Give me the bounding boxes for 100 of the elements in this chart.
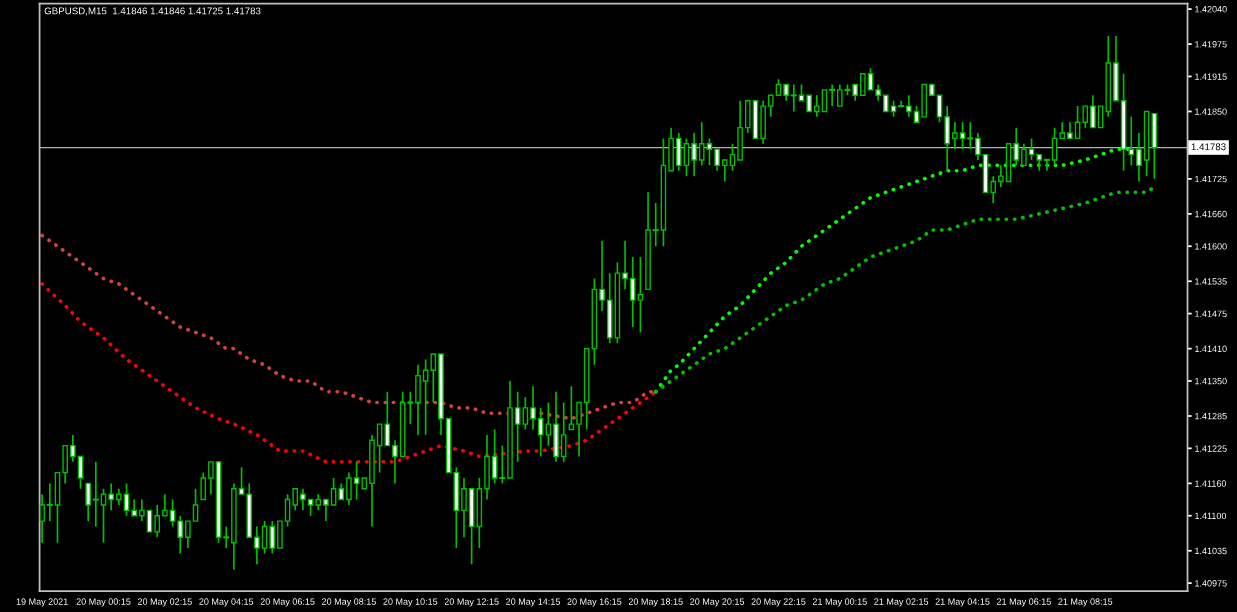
- candlestick: [108, 482, 114, 512]
- y-tick-label: 1.41915: [1195, 73, 1227, 80]
- candlestick: [568, 385, 575, 431]
- candlestick: [906, 94, 912, 118]
- candlestick: [162, 493, 168, 517]
- y-tick-label: 1.41660: [1195, 210, 1227, 218]
- candlestick: [767, 94, 774, 118]
- candlestick: [384, 390, 391, 447]
- candlestick: [200, 471, 207, 501]
- y-tick-label: 1.40975: [1195, 580, 1227, 587]
- candlestick: [300, 487, 306, 512]
- candlestick: [599, 240, 605, 312]
- y-tick-label: 1.41100: [1195, 512, 1227, 520]
- ref-line-label: 1.41783: [1191, 143, 1226, 151]
- candlestick: [353, 460, 360, 501]
- candlestick: [629, 256, 636, 328]
- candlestick: [537, 407, 544, 458]
- candlestick: [959, 121, 966, 151]
- candlestick: [1013, 126, 1020, 167]
- candlestick: [1136, 132, 1142, 183]
- candlestick: [223, 525, 230, 549]
- candlestick: [1090, 94, 1096, 129]
- y-tick-label: 1.41160: [1195, 480, 1227, 487]
- x-tick-label: 20 May 18:15: [628, 598, 683, 607]
- x-tick-label: 20 May 16:15: [567, 598, 622, 607]
- candlestick: [1021, 142, 1027, 167]
- candlestick: [714, 148, 720, 172]
- y-tick-label: 1.41035: [1195, 547, 1227, 555]
- candlestick: [292, 487, 299, 512]
- x-tick-label: 20 May 12:15: [444, 598, 499, 607]
- candlestick: [238, 466, 245, 496]
- candlestick: [146, 509, 153, 533]
- x-tick-label: 21 May 02:15: [874, 598, 929, 607]
- candlestick: [208, 460, 214, 496]
- candlestick: [330, 477, 337, 506]
- y-tick-label: 1.41975: [1195, 41, 1227, 48]
- candlestick: [70, 434, 76, 463]
- candlestick: [622, 240, 628, 291]
- y-tick-label: 1.41535: [1195, 278, 1227, 285]
- candlestick: [430, 353, 437, 404]
- candlestick: [867, 67, 874, 91]
- y-tick-label: 1.41350: [1195, 377, 1227, 385]
- candlestick: [522, 396, 529, 431]
- y-tick-label: 1.41285: [1195, 412, 1227, 420]
- candlestick: [323, 498, 329, 522]
- line-series: [40, 282, 658, 464]
- y-tick-label: 1.42040: [1195, 6, 1227, 13]
- x-tick-label: 20 May 22:15: [751, 598, 806, 607]
- candlestick: [1128, 116, 1135, 167]
- candlestick: [952, 121, 958, 151]
- candlestick: [936, 94, 943, 124]
- x-tick-label: 20 May 00:15: [76, 598, 131, 607]
- candlestick: [514, 390, 521, 463]
- candlestick: [85, 482, 91, 522]
- candlestick: [637, 256, 644, 334]
- candlestick: [814, 94, 820, 118]
- candlestick: [576, 401, 582, 458]
- x-tick-label: 19 May 2021: [16, 598, 68, 607]
- x-tick-label: 21 May 04:15: [935, 598, 990, 607]
- x-tick-label: 20 May 06:15: [260, 598, 315, 607]
- candlestick: [392, 439, 398, 485]
- candlestick: [499, 444, 506, 485]
- candlestick: [491, 428, 498, 485]
- candlestick: [698, 121, 705, 167]
- candlestick: [169, 498, 176, 528]
- candlestick: [461, 477, 467, 539]
- y-tick-label: 1.41475: [1195, 310, 1227, 317]
- x-tick-label: 20 May 20:15: [690, 598, 745, 607]
- candlestick: [177, 514, 184, 555]
- x-tick-label: 20 May 02:15: [137, 598, 192, 607]
- x-tick-label: 20 May 08:15: [322, 598, 376, 607]
- candlestick: [691, 132, 697, 177]
- x-tick-label: 20 May 10:15: [383, 598, 438, 607]
- x-tick-label: 21 May 06:15: [997, 598, 1051, 607]
- x-tick-label: 21 May 00:15: [812, 598, 867, 607]
- y-tick-label: 1.41850: [1195, 108, 1227, 115]
- candlestick: [185, 520, 191, 549]
- candlestick: [100, 487, 107, 544]
- candlestick: [254, 525, 260, 566]
- y-tick-label: 1.41225: [1195, 445, 1227, 452]
- candlestick: [269, 520, 276, 555]
- candlestick: [1097, 105, 1104, 129]
- candlestick: [990, 175, 997, 204]
- candlestick: [721, 159, 728, 183]
- candlestick: [821, 89, 828, 113]
- candlestick: [560, 401, 567, 463]
- candlestick: [1051, 126, 1058, 167]
- y-tick-label: 1.41410: [1195, 345, 1227, 352]
- candlestick: [1082, 105, 1089, 129]
- candlestick: [545, 401, 552, 447]
- chart-title: GBPUSD,M15 1.41846 1.41846 1.41725 1.41783: [44, 7, 261, 16]
- candlestick: [284, 493, 291, 528]
- x-tick-label: 20 May 04:15: [199, 598, 254, 607]
- candlestick: [860, 73, 866, 96]
- candlestick: [123, 482, 130, 517]
- candlestick: [376, 423, 383, 474]
- x-tick-label: 21 May 08:15: [1058, 598, 1113, 607]
- candlestick: [39, 493, 45, 544]
- y-tick-label: 1.41725: [1195, 175, 1227, 183]
- candlestick: [139, 498, 145, 522]
